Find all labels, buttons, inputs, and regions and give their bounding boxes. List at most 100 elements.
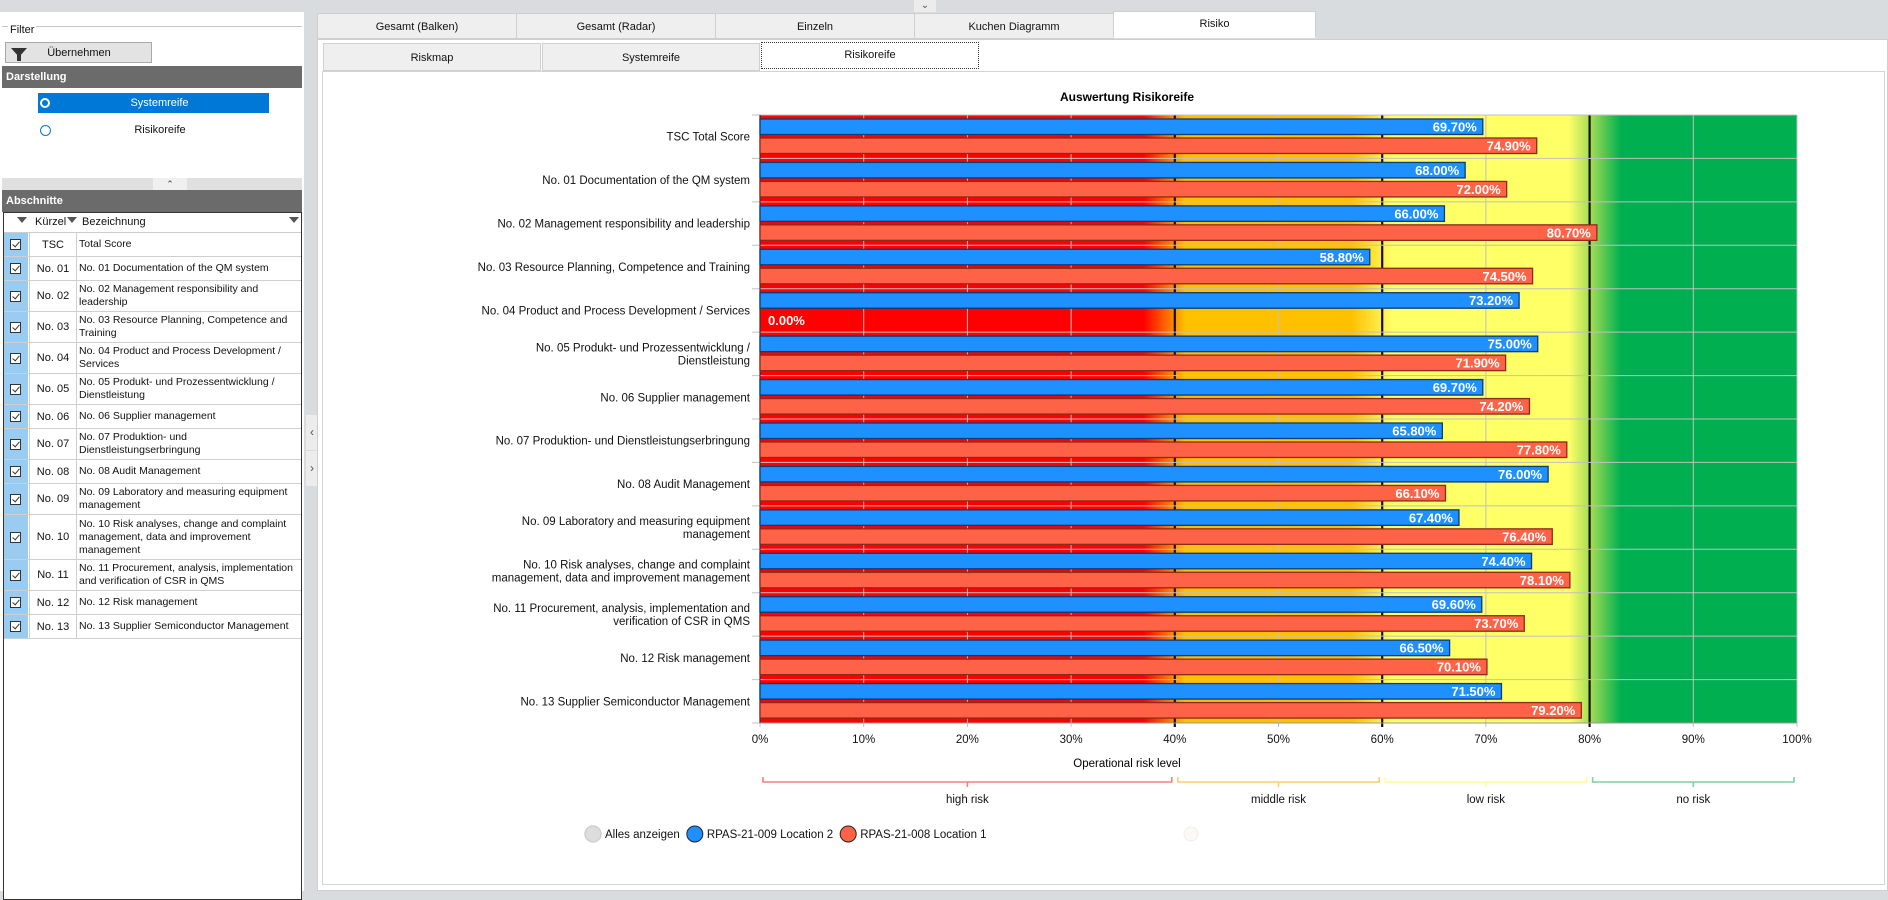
bar-value-label: 69.70% — [1433, 380, 1478, 395]
bar-location-2[interactable] — [759, 161, 1466, 179]
row-checkbox[interactable] — [10, 352, 21, 364]
bar-location-1[interactable] — [759, 528, 1553, 546]
column-filter-icon[interactable] — [289, 217, 299, 223]
bar-value-label: 80.70% — [1547, 225, 1592, 240]
risk-zone-label: low risk — [1467, 794, 1506, 806]
table-row[interactable]: No. 13 No. 13 Supplier Semiconductor Mana… — [4, 615, 301, 639]
expand-right-button[interactable]: › — [306, 451, 318, 486]
column-header-name[interactable]: Bezeichnung — [82, 216, 146, 228]
tab-gesamt-balken[interactable]: Gesamt (Balken) — [317, 13, 517, 39]
row-name: No. 02 Management responsibility and lea… — [79, 283, 259, 308]
bar-location-2[interactable] — [759, 682, 1503, 700]
legend-item[interactable]: RPAS-21-008 Location 1 — [839, 825, 987, 843]
bar-location-2[interactable] — [759, 335, 1539, 353]
bar-location-1[interactable] — [759, 571, 1571, 589]
bar-location-1[interactable] — [759, 137, 1538, 155]
bar-location-2[interactable] — [759, 552, 1533, 570]
bar-location-1[interactable] — [759, 267, 1534, 285]
row-checkbox[interactable] — [10, 466, 21, 477]
row-checkbox[interactable] — [10, 569, 21, 581]
bar-location-2[interactable] — [759, 248, 1371, 266]
tab-kuchen-diagramm[interactable]: Kuchen Diagramm — [914, 13, 1114, 39]
bar-location-2[interactable] — [759, 509, 1460, 527]
bar-location-2[interactable] — [759, 118, 1484, 136]
table-row[interactable]: No. 11 No. 11 Procurement, analysis, impl… — [4, 560, 301, 591]
sub-tab-strip: Riskmap Systemreife Risikoreife — [323, 42, 980, 71]
row-code: No. 02 — [29, 281, 77, 311]
radio-systemreife[interactable]: Systemreife — [38, 93, 269, 113]
row-checkbox[interactable] — [10, 239, 21, 250]
subtab-riskmap[interactable]: Riskmap — [323, 43, 541, 71]
table-row[interactable]: No. 02 No. 02 Management responsibility a… — [4, 281, 301, 312]
category-label-line: No. 06 Supplier management — [600, 392, 750, 404]
row-code: No. 06 — [29, 405, 77, 428]
bar-value-label: 79.20% — [1531, 703, 1576, 718]
expand-down-button[interactable]: ⌄ — [914, 0, 936, 12]
table-row[interactable]: No. 05 No. 05 Produkt- und Prozessentwick… — [4, 374, 301, 405]
table-row[interactable]: No. 06 No. 06 Supplier management — [4, 405, 301, 429]
bar-value-label: 74.20% — [1479, 399, 1524, 414]
checkbox-cell — [4, 460, 28, 483]
row-checkbox[interactable] — [10, 493, 21, 505]
table-row[interactable]: No. 12 No. 12 Risk management — [4, 591, 301, 615]
subtab-systemreife[interactable]: Systemreife — [542, 43, 760, 71]
bar-location-1[interactable] — [759, 484, 1447, 502]
row-checkbox[interactable] — [10, 290, 21, 302]
bar-location-1[interactable] — [759, 441, 1568, 459]
row-checkbox[interactable] — [10, 621, 21, 632]
row-checkbox[interactable] — [10, 263, 21, 274]
bar-location-2[interactable] — [759, 378, 1484, 396]
bar-location-2[interactable] — [759, 465, 1549, 483]
bar-location-1[interactable] — [759, 658, 1488, 676]
bar-location-1[interactable] — [759, 701, 1582, 719]
column-header-code[interactable]: Kürzel — [35, 216, 67, 228]
table-row[interactable]: No. 04 No. 04 Product and Process Develop… — [4, 343, 301, 374]
bar-value-label: 71.50% — [1451, 684, 1496, 699]
category-label: No. 08 Audit Management — [617, 479, 751, 491]
bar-value-label: 73.70% — [1474, 616, 1519, 631]
table-row[interactable]: No. 03 No. 03 Resource Planning, Competen… — [4, 312, 301, 343]
tab-risiko[interactable]: Risiko — [1113, 11, 1316, 38]
bar-location-1[interactable] — [759, 180, 1508, 198]
table-row[interactable]: No. 09 No. 09 Laboratory and measuring eq… — [4, 484, 301, 515]
category-label-line: TSC Total Score — [666, 132, 750, 144]
bar-location-2[interactable] — [759, 596, 1483, 613]
table-row[interactable]: No. 07 No. 07 Produktion- und Dienstleist… — [4, 429, 301, 460]
bar-value-label: 76.40% — [1502, 529, 1547, 544]
column-filter-icon[interactable] — [67, 217, 77, 223]
bar-location-1[interactable] — [759, 615, 1525, 632]
tab-gesamt-radar[interactable]: Gesamt (Radar) — [516, 13, 716, 39]
bar-location-2[interactable] — [759, 292, 1520, 309]
category-label: No. 11 Procurement, analysis, implementa… — [493, 603, 750, 628]
tab-einzeln[interactable]: Einzeln — [715, 13, 915, 39]
legend-item[interactable]: Alles anzeigen — [584, 825, 680, 843]
bar-location-1[interactable] — [759, 224, 1598, 242]
table-row[interactable]: No. 08 No. 08 Audit Management — [4, 460, 301, 484]
row-checkbox[interactable] — [10, 383, 21, 395]
bar-value-label: 69.70% — [1433, 120, 1478, 135]
bar-location-2[interactable] — [759, 639, 1451, 657]
collapse-left-button[interactable]: ‹ — [306, 415, 318, 450]
checkbox-cell — [4, 405, 28, 428]
table-row[interactable]: No. 10 No. 10 Risk analyses, change and c… — [4, 515, 301, 560]
checkbox-cell — [4, 615, 28, 638]
legend-item[interactable]: RPAS-21-009 Location 2 — [686, 825, 833, 843]
radio-risikoreife[interactable]: Risikoreife — [38, 120, 269, 140]
bar-location-1[interactable] — [759, 354, 1507, 372]
row-checkbox[interactable] — [10, 321, 21, 333]
bar-value-label: 71.90% — [1456, 356, 1501, 371]
row-checkbox[interactable] — [10, 411, 21, 422]
column-filter-icon[interactable] — [17, 217, 27, 223]
row-checkbox[interactable] — [10, 531, 21, 543]
bar-location-2[interactable] — [759, 205, 1446, 223]
row-checkbox[interactable] — [10, 597, 21, 608]
checkbox-cell — [4, 591, 28, 614]
bar-location-1[interactable] — [759, 397, 1531, 415]
table-row[interactable]: No. 01 No. 01 Documentation of the QM sys… — [4, 257, 301, 281]
bar-location-2[interactable] — [759, 422, 1443, 440]
row-checkbox[interactable] — [10, 438, 21, 450]
apply-filter-button[interactable]: Übernehmen — [5, 42, 152, 63]
table-row[interactable]: TSC Total Score — [4, 233, 301, 257]
collapse-up-button[interactable]: ⌃ — [153, 178, 187, 190]
subtab-risikoreife[interactable]: Risikoreife — [761, 42, 979, 69]
